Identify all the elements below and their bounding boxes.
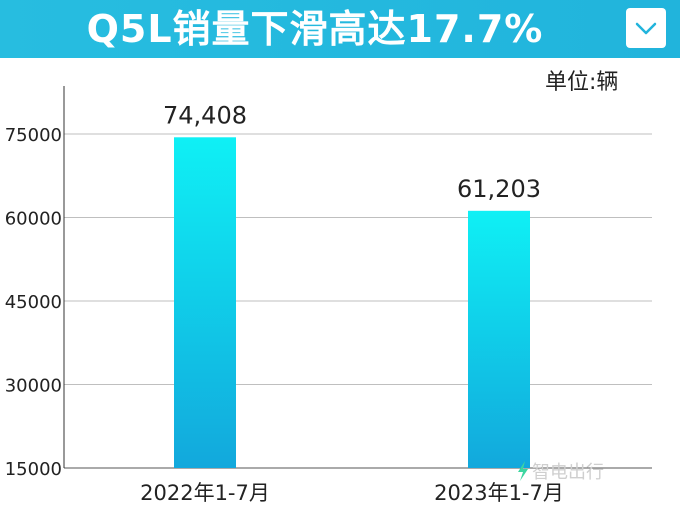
unit-label: 单位:辆 xyxy=(545,70,619,95)
dropdown-button[interactable] xyxy=(626,8,666,48)
bar xyxy=(174,137,236,468)
y-tick-label: 45000 xyxy=(5,292,62,313)
y-axis-ticks: 15000 30000 45000 60000 75000 xyxy=(5,125,62,480)
title-banner: Q5L销量下滑高达17.7% xyxy=(0,0,680,58)
chevron-down-icon xyxy=(635,22,657,35)
data-labels: 74,408 61,203 xyxy=(163,101,541,203)
watermark-text: 智电出行 xyxy=(532,462,604,483)
y-tick-label: 30000 xyxy=(5,376,62,397)
grid-lines xyxy=(64,133,652,469)
y-tick-label: 60000 xyxy=(5,209,62,230)
bar xyxy=(468,210,530,469)
x-axis-labels: 2022年1-7月 2023年1-7月 xyxy=(140,481,564,505)
bars xyxy=(174,137,530,469)
page-title: Q5L销量下滑高达17.7% xyxy=(86,7,544,51)
x-category-label: 2022年1-7月 xyxy=(140,481,270,505)
bar-value-label: 61,203 xyxy=(457,175,541,203)
watermark: 智电出行 xyxy=(516,458,604,484)
lightning-bolt-icon xyxy=(518,461,528,481)
bar-value-label: 74,408 xyxy=(163,101,247,129)
y-tick-label: 75000 xyxy=(5,125,62,146)
y-tick-label: 15000 xyxy=(5,459,62,480)
x-category-label: 2023年1-7月 xyxy=(434,481,564,505)
